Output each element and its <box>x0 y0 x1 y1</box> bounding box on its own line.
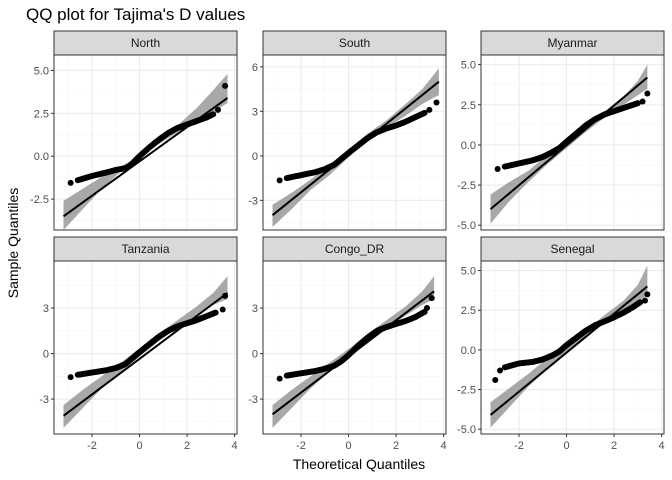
y-axis-title: Sample Quantiles <box>5 188 21 299</box>
y-tick-label: 3 <box>252 303 258 315</box>
sample-point <box>492 377 499 384</box>
y-tick-label: 0 <box>252 349 258 361</box>
sample-points <box>494 90 651 172</box>
sample-points <box>67 82 229 186</box>
sample-point <box>641 297 648 304</box>
sample-point <box>222 292 229 299</box>
sample-point <box>219 306 226 313</box>
confidence-band <box>63 276 228 428</box>
sample-point <box>644 90 651 97</box>
y-tick-label: 0.0 <box>461 345 476 357</box>
sample-point <box>637 299 644 306</box>
sample-point <box>423 305 430 312</box>
facet-strip-label: Myanmar <box>547 36 597 50</box>
sample-points <box>492 291 651 384</box>
y-tick-label: 6 <box>252 62 258 74</box>
x-tick-label: 2 <box>393 440 399 452</box>
qq-reference-line <box>62 292 229 417</box>
chart-title: QQ plot for Tajima's D values <box>26 5 245 24</box>
panel-congo-dr: Congo_DR -3 0 3 -2 0 2 4 <box>248 236 447 452</box>
facet-strip <box>480 236 665 262</box>
x-tick-label: 4 <box>441 440 447 452</box>
panel-border <box>53 260 238 435</box>
y-tick-label: -5.0 <box>457 220 476 232</box>
sample-point <box>639 98 646 105</box>
panel-senegal: Senegal -5.0 -2.5 0.0 2.5 5.0 -2 0 2 4 <box>457 236 665 452</box>
facet-strip-label: North <box>131 36 160 50</box>
sample-point <box>276 177 283 184</box>
sample-point <box>210 111 217 118</box>
x-tick-label: 2 <box>611 440 617 452</box>
facet-strip-label: South <box>339 36 370 50</box>
sample-point <box>644 291 651 298</box>
sample-point <box>494 165 501 172</box>
x-axis-title: Theoretical Quantiles <box>293 456 425 472</box>
x-tick-label: -2 <box>514 440 524 452</box>
y-tick-label: -2.5 <box>457 180 476 192</box>
minor-grid <box>54 261 237 434</box>
y-tick-label: 5.0 <box>34 65 49 77</box>
sample-point <box>634 100 641 107</box>
sample-points <box>276 99 440 184</box>
y-tick-label: 3 <box>43 303 49 315</box>
sample-point <box>426 106 433 113</box>
panel-north: North -2.5 0.0 2.5 5.0 <box>30 30 238 231</box>
sample-point <box>214 106 221 113</box>
panel-south: South -3 0 3 6 <box>248 30 447 231</box>
y-tick-label: -3 <box>248 394 258 406</box>
x-tick-label: 0 <box>563 440 569 452</box>
y-tick-label: 0 <box>252 151 258 163</box>
sample-point <box>497 367 504 374</box>
sample-point <box>212 309 219 316</box>
facet-strip-label: Tanzania <box>121 242 169 256</box>
panel-border <box>480 260 665 435</box>
x-tick-label: -2 <box>87 440 97 452</box>
y-tick-label: 0 <box>43 349 49 361</box>
sample-point <box>433 99 440 106</box>
sample-point <box>276 375 283 382</box>
sample-point <box>222 82 229 89</box>
y-tick-label: -3 <box>39 394 49 406</box>
sample-points <box>276 295 435 382</box>
minor-grid <box>263 261 446 434</box>
panel-border <box>53 54 238 231</box>
y-tick-label: -2.5 <box>30 194 49 206</box>
x-tick-label: 0 <box>136 440 142 452</box>
sample-point <box>67 179 74 186</box>
x-tick-label: 4 <box>232 440 238 452</box>
y-tick-label: 5.0 <box>461 60 476 72</box>
y-tick-label: 0.0 <box>34 151 49 163</box>
y-tick-label: -5.0 <box>457 424 476 436</box>
panel-tanzania: Tanzania -3 0 3 -2 0 2 4 <box>39 236 238 452</box>
x-tick-label: 0 <box>345 440 351 452</box>
y-tick-label: -2.5 <box>457 385 476 397</box>
panel-border <box>262 54 447 231</box>
facet-strip <box>53 30 238 56</box>
sample-point <box>428 295 435 302</box>
panel-myanmar: Myanmar -5.0 -2.5 0.0 2.5 5.0 <box>457 30 665 232</box>
sample-point <box>421 109 428 116</box>
y-tick-label: 2.5 <box>461 100 476 112</box>
y-tick-label: 3 <box>252 106 258 118</box>
x-tick-label: 4 <box>659 440 665 452</box>
y-tick-label: -3 <box>248 195 258 207</box>
panel-border <box>262 260 447 435</box>
y-tick-label: 2.5 <box>461 305 476 317</box>
x-tick-label: -2 <box>296 440 306 452</box>
sample-points <box>67 292 229 381</box>
sample-point <box>67 374 74 381</box>
x-tick-label: 2 <box>184 440 190 452</box>
y-tick-label: 2.5 <box>34 108 49 120</box>
y-tick-label: 5.0 <box>461 266 476 278</box>
facet-strip <box>262 236 447 262</box>
facet-strip-label: Congo_DR <box>325 242 385 256</box>
qq-reference-line <box>489 285 648 416</box>
major-grid <box>54 55 237 230</box>
facet-strip-label: Senegal <box>550 242 594 256</box>
panel-border <box>480 54 665 231</box>
facet-panels: North -2.5 0.0 2.5 5.0 South -3 0 3 6 Myanmar -5.0 -… <box>30 30 665 452</box>
y-tick-label: 0.0 <box>461 140 476 152</box>
